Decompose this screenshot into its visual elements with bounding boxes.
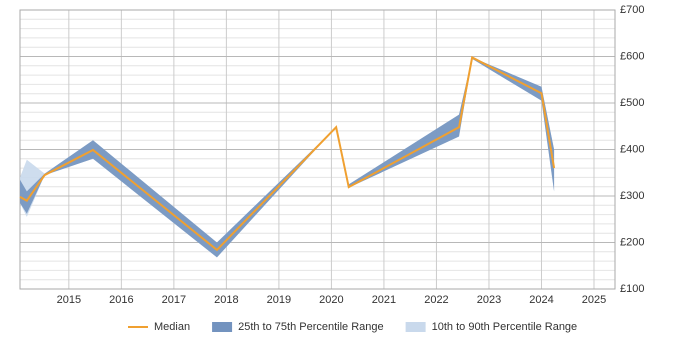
x-tick-label: 2017: [162, 294, 186, 306]
x-tick-label: 2016: [109, 294, 133, 306]
x-tick-label: 2015: [57, 294, 81, 306]
legend-swatch: [212, 322, 233, 332]
x-tick-label: 2025: [582, 294, 606, 306]
y-tick-label: £600: [620, 50, 644, 62]
x-tick-label: 2019: [267, 294, 291, 306]
y-tick-label: £500: [620, 97, 644, 109]
x-tick-label: 2020: [319, 294, 343, 306]
y-tick-label: £100: [620, 283, 644, 295]
median-line: [19, 55, 556, 252]
x-tick-label: 2022: [424, 294, 448, 306]
legend-label: 10th to 90th Percentile Range: [432, 321, 578, 333]
legend-swatch: [405, 322, 426, 332]
y-tick-label: £300: [620, 190, 644, 202]
legend-label: 25th to 75th Percentile Range: [238, 321, 384, 333]
y-tick-label: £200: [620, 236, 644, 248]
percentile-band: [20, 57, 555, 258]
y-tick-label: £400: [620, 143, 644, 155]
x-tick-label: 2018: [214, 294, 238, 306]
x-tick-label: 2024: [529, 294, 553, 306]
y-tick-label: £700: [620, 4, 644, 16]
plot-frame: [19, 9, 616, 290]
x-tick-label: 2021: [372, 294, 396, 306]
x-tick-label: 2023: [477, 294, 501, 306]
legend-label: Median: [154, 321, 190, 333]
